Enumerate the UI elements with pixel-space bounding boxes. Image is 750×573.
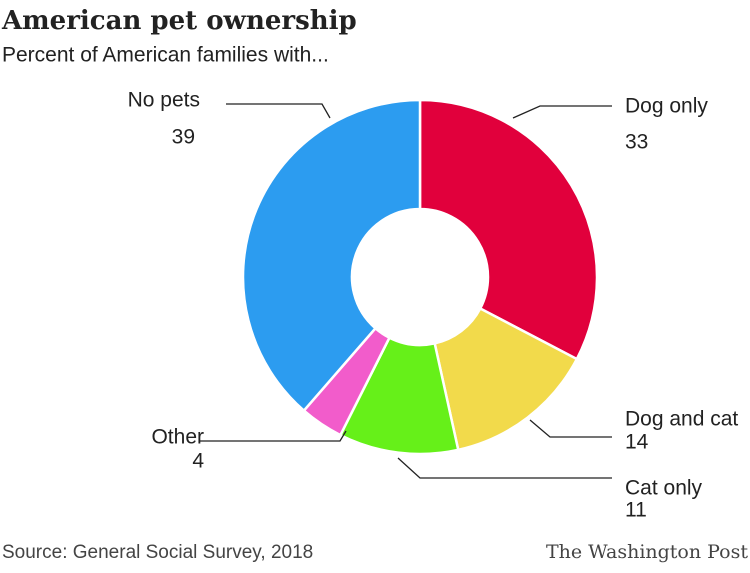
donut [241,98,599,456]
leader-line [226,103,331,119]
source: Source: General Social Survey, 2018 [2,542,313,563]
slice-value: 4 [192,450,204,473]
slice-label: Other [151,426,204,449]
credit: The Washington Post [546,541,748,563]
chart-subtitle: Percent of American families with... [2,44,329,67]
slice [418,98,599,361]
slice-label: Dog and cat [625,408,738,431]
slice-label: Cat only [625,477,703,500]
slice-value: 33 [625,131,648,154]
leader-line [397,457,612,479]
chart-title: American pet ownership [1,6,357,36]
slice-label: Dog only [625,95,708,118]
slice-value: 39 [172,126,195,149]
leader-line [512,105,612,119]
slice-value: 14 [625,431,649,454]
slice-label: No pets [128,89,200,112]
slice [241,98,422,413]
slice [433,306,579,452]
slice-value: 11 [625,499,647,522]
leader-line [529,419,612,438]
leader-line [200,430,347,442]
